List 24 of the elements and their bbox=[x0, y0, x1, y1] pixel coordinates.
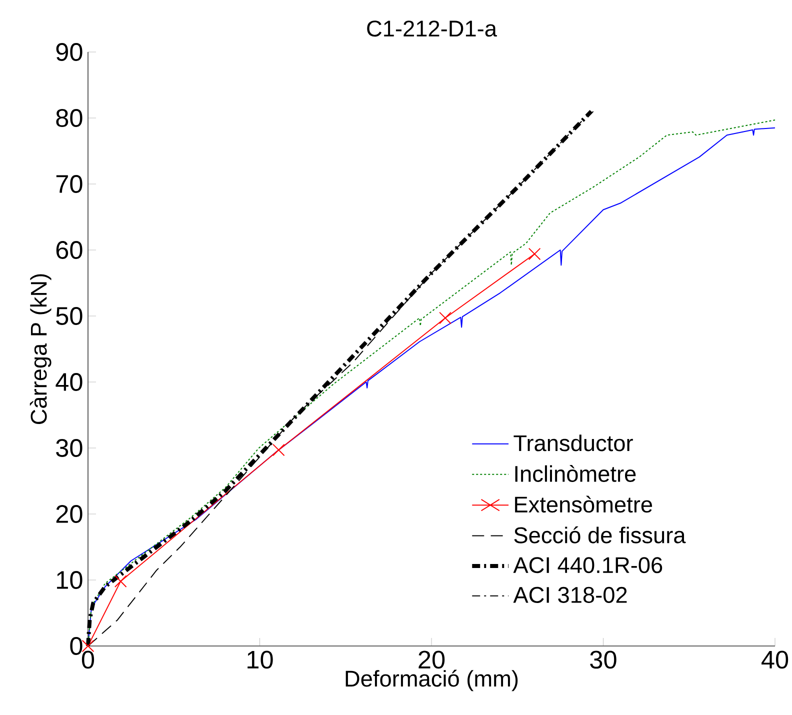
y-tick-label: 90 bbox=[56, 43, 82, 61]
y-tick-label: 30 bbox=[56, 439, 82, 457]
x-axis-title: Deformació (mm) bbox=[346, 670, 518, 692]
y-axis-title: Càrrega P (kN) bbox=[30, 274, 52, 424]
x-tick-label: 30 bbox=[590, 650, 616, 669]
y-tick-label: 50 bbox=[56, 307, 82, 325]
legend-label: ACI 318-02 bbox=[513, 586, 627, 603]
chart-title: C1-212-D1-a bbox=[367, 20, 497, 37]
y-tick-label: 70 bbox=[56, 175, 82, 193]
legend-label: Inclinòmetre bbox=[515, 465, 636, 482]
y-tick-label: 80 bbox=[56, 109, 82, 127]
x-tick-label: 40 bbox=[762, 650, 788, 669]
y-tick-label: 0 bbox=[70, 637, 82, 655]
y-tick-label: 10 bbox=[57, 571, 82, 589]
y-tick-label: 60 bbox=[56, 241, 82, 259]
legend-label: ACI 440.1R-06 bbox=[513, 557, 662, 574]
legend-label: Extensòmetre bbox=[515, 496, 652, 513]
x-tick-label: 10 bbox=[248, 650, 273, 669]
legend-label: Transductor bbox=[514, 434, 633, 452]
y-tick-label: 40 bbox=[56, 373, 82, 391]
x-tick-label: 20 bbox=[418, 650, 445, 669]
legend-label: Secció de fissura bbox=[514, 526, 686, 544]
x-tick-label: 0 bbox=[82, 650, 94, 669]
y-tick-label: 20 bbox=[56, 505, 82, 523]
